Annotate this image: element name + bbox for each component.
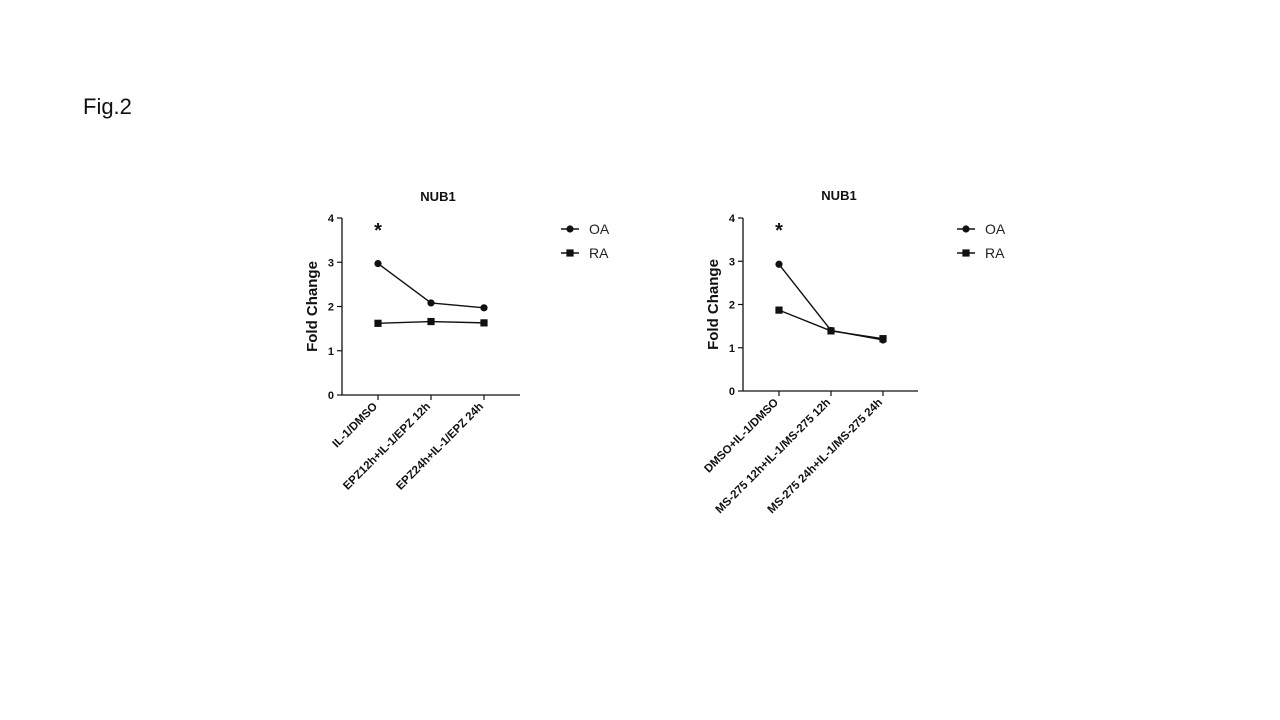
chart-2-significance-marker: * bbox=[775, 220, 783, 242]
figure-label: Fig.2 bbox=[83, 94, 132, 119]
chart-1-y-tick-label: 1 bbox=[328, 346, 334, 358]
chart-1-y-tick-label: 3 bbox=[328, 257, 334, 269]
chart-2-y-tick-label: 0 bbox=[729, 386, 735, 398]
chart-1-x-tick-label: EPZ12h+IL-1/EPZ 12h bbox=[341, 401, 433, 493]
chart-1-ra-point bbox=[374, 319, 382, 327]
chart-2-legend-oa-marker bbox=[962, 225, 970, 233]
chart-1-oa-point bbox=[374, 259, 382, 268]
chart-1-y-tick-label: 2 bbox=[328, 302, 334, 314]
chart-1-oa-point bbox=[480, 304, 488, 312]
chart-1-legend-oa-label: OA bbox=[589, 221, 610, 237]
chart-2-y-tick-label: 4 bbox=[729, 213, 736, 225]
chart-2-ra-point bbox=[827, 327, 835, 335]
chart-1-ra-point bbox=[427, 317, 435, 326]
chart-2-legend-oa-label: OA bbox=[985, 221, 1006, 237]
chart-1-y-axis-label: Fold Change bbox=[304, 261, 321, 352]
chart-2-x-tick-label: MS-275 12h+IL-1/MS-275 12h bbox=[714, 397, 833, 516]
chart-1-y-tick-label: 4 bbox=[328, 213, 335, 225]
chart-2-ra-point bbox=[775, 306, 783, 314]
chart-2-legend-ra-marker bbox=[962, 249, 970, 257]
chart-1-title: NUB1 bbox=[420, 189, 455, 204]
chart-2-y-tick-label: 2 bbox=[729, 300, 735, 312]
chart-2-y-tick-label: 1 bbox=[729, 343, 735, 355]
chart-1-significance-marker: * bbox=[374, 220, 382, 242]
chart-1-x-tick-label: IL-1/DMSO bbox=[331, 401, 381, 451]
chart-1-legend-ra-label: RA bbox=[589, 245, 609, 261]
chart-2-oa-point bbox=[775, 260, 783, 268]
chart-2-legend-ra-label: RA bbox=[985, 245, 1005, 261]
chart-1-legend-ra-marker bbox=[566, 249, 574, 257]
chart-1-legend-oa-marker bbox=[566, 225, 574, 233]
chart-2-ra-point bbox=[879, 335, 887, 343]
chart-1-oa-point bbox=[427, 299, 435, 307]
chart-2-x-tick-label: MS-275 24h+IL-1/MS-275 24h bbox=[766, 397, 885, 516]
chart-2-title: NUB1 bbox=[821, 188, 856, 203]
chart-1-x-tick-label: EPZ24h+IL-1/EPZ 24h bbox=[394, 401, 486, 493]
chart-1-ra-point bbox=[480, 319, 488, 327]
chart-2-y-axis-label: Fold Change bbox=[705, 259, 722, 350]
chart-2-y-tick-label: 3 bbox=[729, 256, 735, 268]
chart-1-y-tick-label: 0 bbox=[328, 390, 334, 402]
